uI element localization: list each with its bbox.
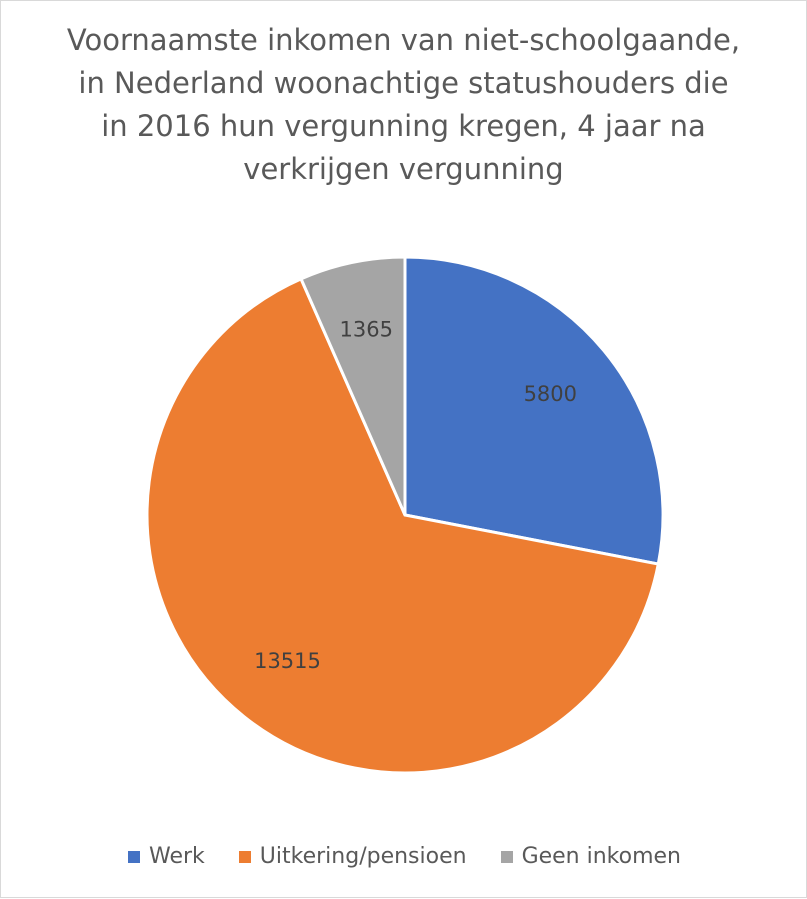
legend-swatch-geen-inkomen [500, 850, 513, 863]
legend-swatch-uitkering [238, 850, 251, 863]
legend-item-werk: Werk [128, 844, 205, 869]
pie-slice-werk [403, 255, 665, 566]
pie-slice-uitkering [145, 276, 661, 775]
pie-slice-geen-inkomen [299, 255, 407, 516]
legend: Werk Uitkering/pensioen Geen inkomen [1, 844, 807, 869]
legend-label-geen-inkomen: Geen inkomen [521, 844, 681, 869]
data-label-werk: 5800 [524, 382, 577, 406]
legend-item-uitkering: Uitkering/pensioen [238, 844, 467, 869]
data-label-uitkering: 13515 [254, 649, 321, 673]
data-label-geen-inkomen: 1365 [339, 318, 392, 342]
legend-item-geen-inkomen: Geen inkomen [500, 844, 681, 869]
legend-label-uitkering: Uitkering/pensioen [259, 844, 467, 869]
chart-title: Voornaamste inkomen van niet-schoolgaand… [66, 23, 741, 186]
legend-label-werk: Werk [149, 844, 205, 869]
legend-swatch-werk [128, 850, 140, 863]
